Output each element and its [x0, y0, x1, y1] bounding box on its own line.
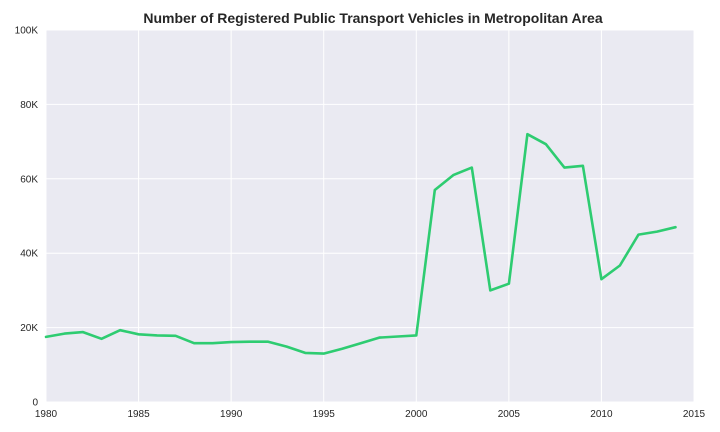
y-tick-label: 20K: [20, 323, 38, 334]
x-axis-tick-labels: 1980 1985 1990 1995 2000 2005 2010 2015: [35, 409, 706, 420]
x-tick-label: 2000: [405, 409, 428, 420]
plot-area: [46, 30, 694, 402]
x-tick-label: 2005: [498, 409, 521, 420]
y-axis-tick-labels: 0 20K 40K 60K 80K 100K: [15, 26, 39, 409]
x-tick-label: 1990: [220, 409, 243, 420]
y-tick-label: 0: [32, 398, 38, 409]
y-tick-label: 60K: [20, 174, 38, 185]
x-tick-label: 1985: [127, 409, 150, 420]
x-tick-label: 2015: [683, 409, 706, 420]
y-tick-label: 80K: [20, 100, 38, 111]
grid-lines: [45, 29, 695, 403]
x-tick-label: 1995: [313, 409, 336, 420]
series-layer: [44, 132, 677, 355]
y-tick-label: 40K: [20, 249, 38, 260]
x-tick-label: 1980: [35, 409, 58, 420]
x-tick-label: 2010: [590, 409, 613, 420]
y-tick-label: 100K: [15, 26, 39, 37]
series-line: [44, 132, 677, 355]
chart-title: Number of Registered Public Transport Ve…: [143, 10, 602, 26]
